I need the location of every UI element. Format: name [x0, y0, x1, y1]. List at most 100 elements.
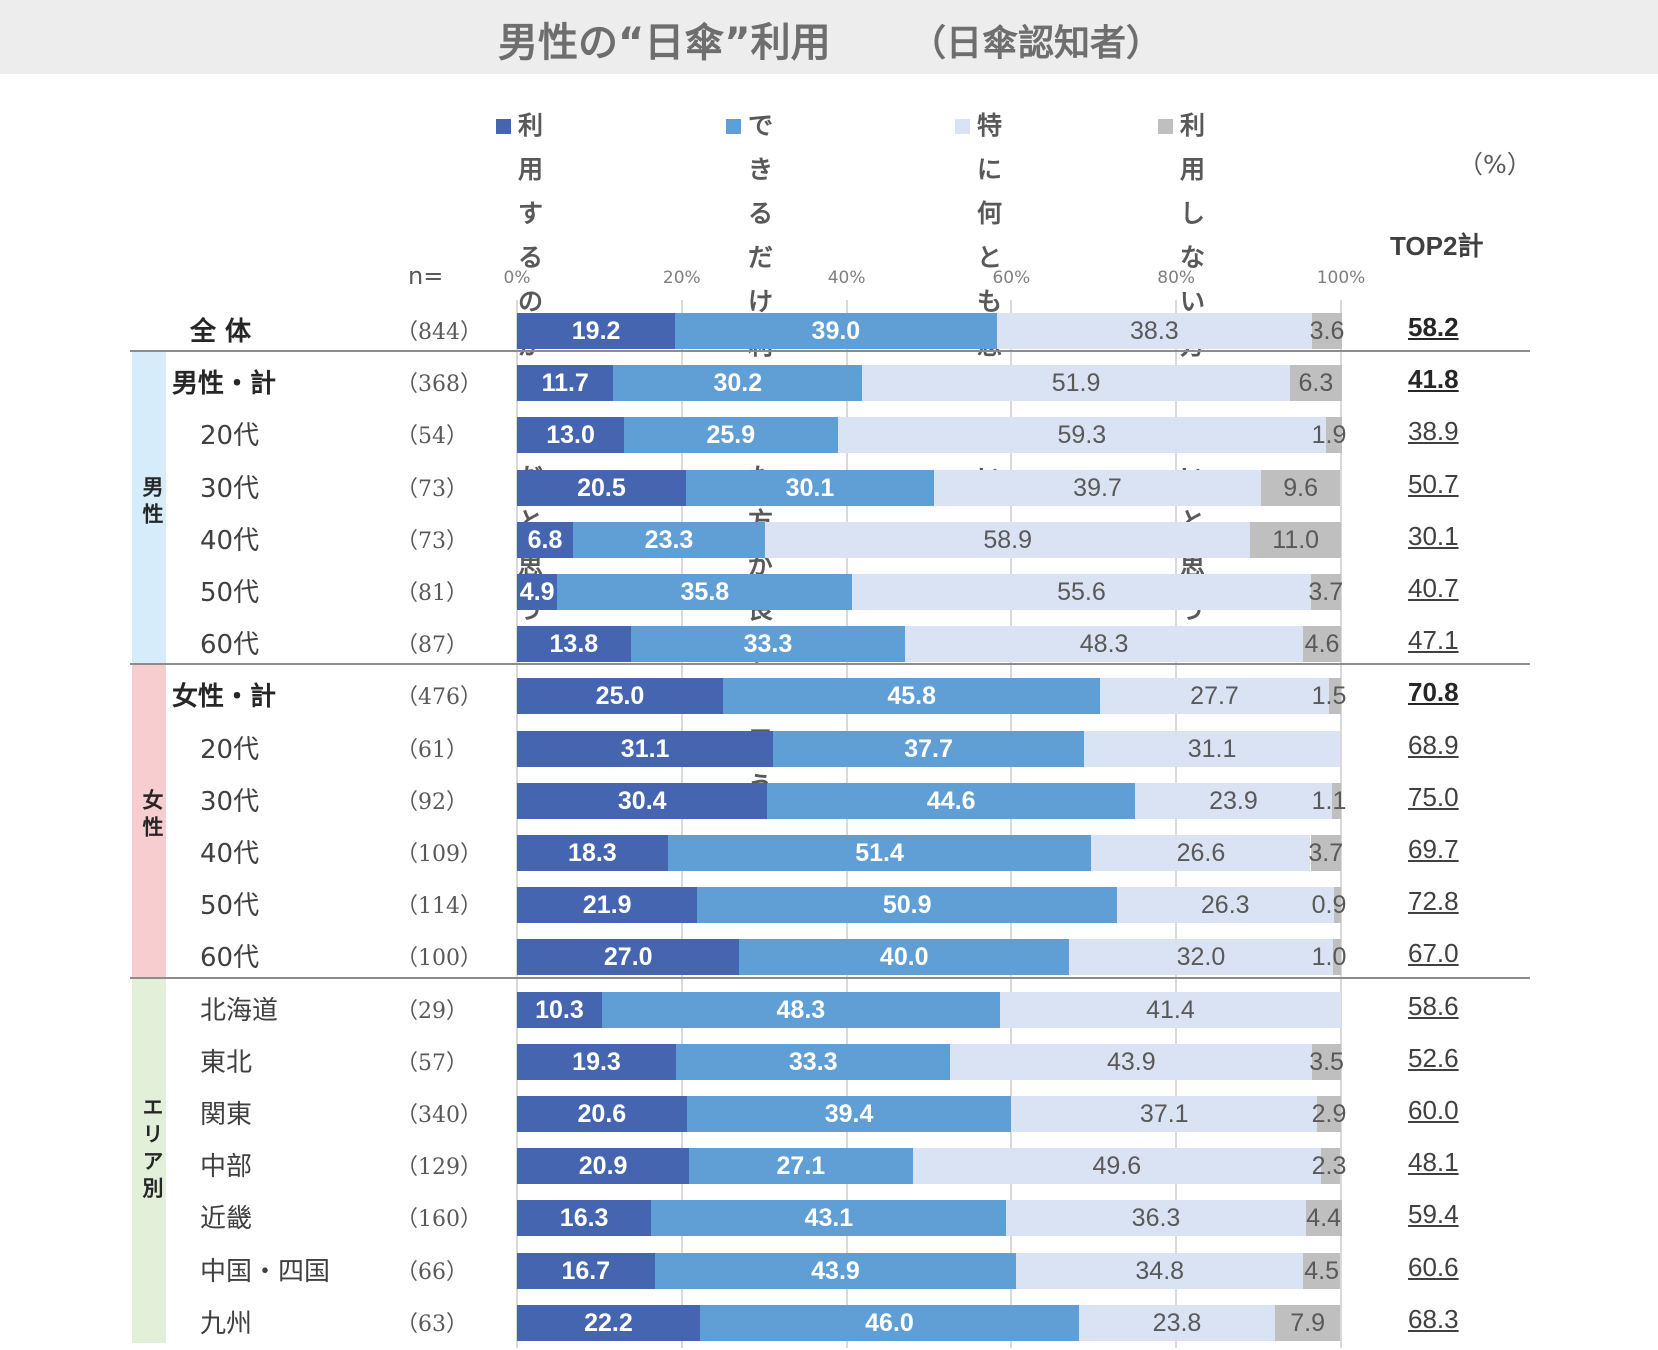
- data-label: 16.3: [559, 1204, 609, 1233]
- bar-segment: [624, 417, 838, 454]
- bar-segment: [517, 417, 625, 454]
- bar-segment: [1069, 939, 1333, 976]
- data-label: 48.3: [776, 995, 826, 1024]
- bar-segment: [517, 574, 558, 610]
- bar-segment: [1261, 469, 1341, 506]
- bar-segment: [1317, 1096, 1341, 1132]
- data-label: 26.3: [1200, 891, 1250, 920]
- data-label: 37.1: [1139, 1100, 1189, 1128]
- row-sample-size: （160）: [396, 1207, 482, 1233]
- data-label: 45.8: [887, 682, 937, 711]
- bar-segment: [837, 417, 1327, 454]
- data-label: 20.9: [578, 1152, 628, 1181]
- gridline: [1340, 300, 1342, 1348]
- data-label: 44.6: [926, 786, 976, 815]
- gridline: [680, 300, 683, 1348]
- row-label: 近畿: [200, 1204, 253, 1235]
- row-label: 50代: [200, 578, 260, 608]
- legend-swatch: [1158, 119, 1173, 134]
- data-label: 23.8: [1152, 1308, 1202, 1337]
- bar-segment: [517, 1252, 655, 1289]
- bar-segment: [517, 626, 631, 663]
- bar-segment: [676, 1043, 951, 1080]
- data-label: 27.1: [776, 1152, 826, 1181]
- bar-segment: [1100, 678, 1329, 715]
- data-label: 59.3: [1057, 421, 1107, 450]
- data-label: 3.6: [1309, 317, 1345, 345]
- row-sample-size: （57）: [396, 1050, 468, 1076]
- x-tick-label: 100%: [1316, 268, 1366, 288]
- top2-value: 40.7: [1408, 573, 1459, 603]
- top2-header: TOP2計: [1390, 231, 1484, 261]
- data-label: 25.9: [706, 421, 756, 450]
- legend-swatch: [955, 119, 970, 134]
- bar-segment: [517, 1304, 700, 1341]
- stacked-bar: 16.3 43.1 36.3 4.4: [517, 1200, 1342, 1237]
- row-label: 20代: [200, 421, 260, 452]
- data-label: 22.2: [584, 1308, 633, 1337]
- row-sample-size: （844）: [396, 320, 482, 345]
- data-label: 39.4: [824, 1100, 874, 1128]
- data-label: 6.8: [527, 525, 563, 554]
- bar-segment: [1310, 835, 1341, 871]
- gridline: [845, 300, 848, 1348]
- row-sample-size: （73）: [396, 528, 468, 554]
- data-label: 1.1: [1311, 786, 1347, 815]
- stacked-bar: 20.9 27.1 49.6 2.3: [517, 1148, 1346, 1185]
- data-label: 4.9: [519, 578, 555, 606]
- data-label: 58.9: [983, 525, 1033, 554]
- data-label: 46.0: [865, 1308, 914, 1337]
- data-label: 30.1: [785, 473, 835, 502]
- bar-segment: [1312, 1043, 1341, 1080]
- row-sample-size: （100）: [396, 946, 482, 972]
- data-label: 18.3: [568, 839, 617, 867]
- stacked-bar: 20.6 39.4 37.1 2.9: [517, 1096, 1346, 1132]
- bar-segment: [1289, 365, 1342, 402]
- data-label: 23.3: [644, 525, 694, 554]
- bar-segment: [933, 469, 1262, 506]
- bar-segment: [912, 1148, 1322, 1185]
- stacked-bar: 21.9 50.9 26.3 0.9: [517, 887, 1346, 924]
- stacked-bar: 31.1 37.7 31.1: [517, 730, 1341, 767]
- stacked-bar: 25.0 45.8 27.7 1.5: [517, 678, 1346, 715]
- stacked-bar: 16.7 43.9 34.8 4.5: [517, 1252, 1341, 1289]
- bar-segment: [999, 991, 1341, 1028]
- bar-segment: [517, 1096, 687, 1132]
- stacked-bar: 13.8 33.3 48.3 4.6: [517, 626, 1341, 663]
- unit-label: （%）: [1458, 150, 1532, 179]
- bar-segment: [767, 782, 1135, 819]
- data-label: 51.9: [1051, 369, 1101, 398]
- data-label: 43.9: [1106, 1047, 1156, 1076]
- bar-segment: [1333, 887, 1341, 924]
- bar-segment: [613, 365, 863, 402]
- bar-segment: [517, 469, 686, 506]
- stacked-bar: 10.3 48.3 41.4: [517, 991, 1341, 1028]
- group-label: 男性: [140, 475, 164, 530]
- bar-segment: [697, 887, 1117, 924]
- x-tick-label: 20%: [662, 268, 701, 288]
- group-band: [132, 977, 166, 1343]
- n-header: n=: [408, 262, 444, 290]
- bar-segment: [517, 678, 723, 715]
- bar-segment: [950, 1043, 1313, 1080]
- row-sample-size: （129）: [396, 1155, 482, 1181]
- row-label: 女性・計: [172, 682, 277, 713]
- top2-value: 50.7: [1408, 468, 1459, 499]
- group-separator: [130, 976, 1530, 979]
- group-band: [132, 351, 166, 665]
- data-label: 55.6: [1057, 578, 1106, 606]
- data-label: 27.0: [603, 943, 653, 972]
- bar-segment: [1328, 678, 1341, 715]
- bar-segment: [689, 1148, 913, 1185]
- stacked-bar: 11.7 30.2 51.9 6.3: [517, 365, 1342, 402]
- row-sample-size: （66）: [396, 1259, 468, 1285]
- bar-segment: [862, 365, 1290, 402]
- bar-segment: [1312, 313, 1342, 349]
- bar-segment: [852, 574, 1311, 610]
- top2-value: 68.3: [1408, 1303, 1459, 1334]
- data-label: 19.2: [571, 317, 621, 345]
- data-label: 13.8: [549, 630, 599, 659]
- data-label: 33.3: [743, 630, 793, 659]
- top2-value: 52.6: [1408, 1042, 1459, 1073]
- row-sample-size: （476）: [396, 685, 482, 711]
